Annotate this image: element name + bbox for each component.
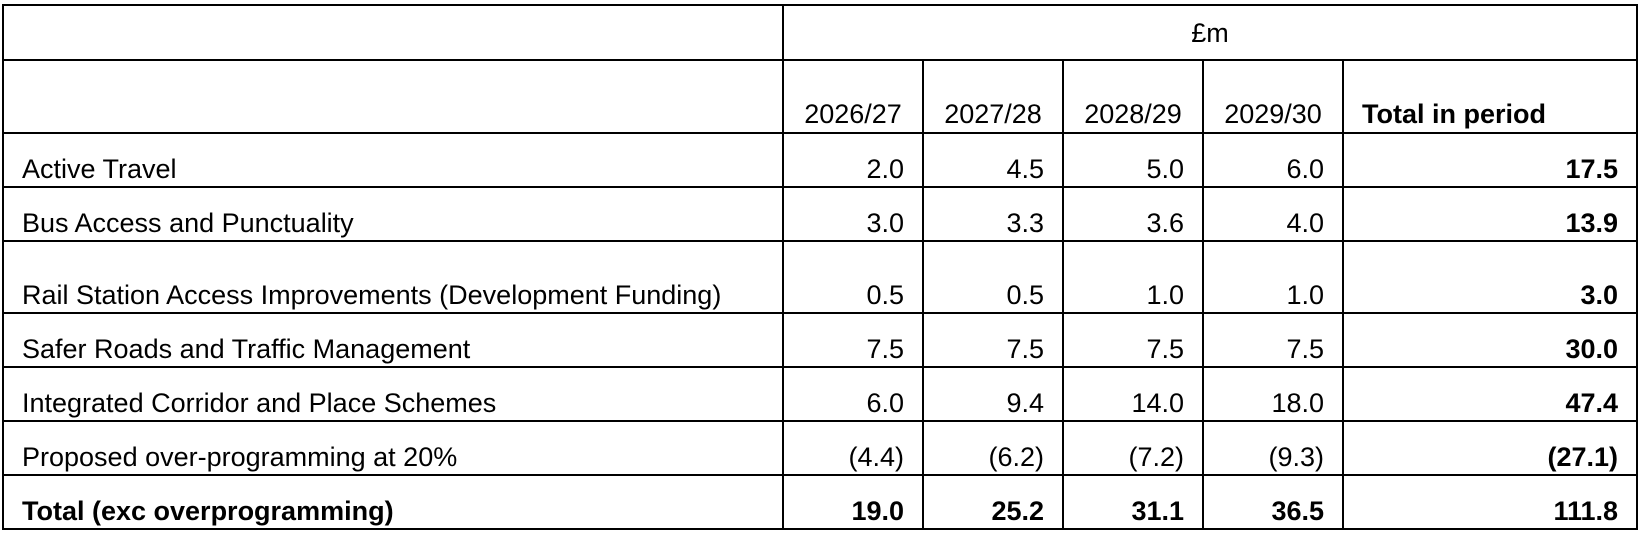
row-label: Active Travel xyxy=(2,132,784,189)
cell-2026-27: 2.0 xyxy=(782,132,924,189)
cell-2028-29: (7.2) xyxy=(1062,419,1204,476)
cell-2026-27: 6.0 xyxy=(782,365,924,422)
unit-header-row: £m xyxy=(2,3,1639,62)
total-row-label: Total (exc overprogramming) xyxy=(2,473,784,531)
cell-2028-29: 3.6 xyxy=(1062,186,1204,243)
table-row: Proposed over-programming at 20% (4.4) (… xyxy=(2,419,1639,476)
row-label: Proposed over-programming at 20% xyxy=(2,419,784,476)
cell-total: 3.0 xyxy=(1341,240,1639,314)
cell-2027-28: (6.2) xyxy=(922,419,1064,476)
budget-table: £m 2026/27 2027/28 2028/29 2029/30 Total… xyxy=(2,3,1639,531)
column-header-2029-30: 2029/30 xyxy=(1202,59,1344,135)
table-row: Active Travel 2.0 4.5 5.0 6.0 17.5 xyxy=(2,132,1639,189)
total-2026-27: 19.0 xyxy=(782,473,924,531)
total-2029-30: 36.5 xyxy=(1202,473,1344,531)
cell-2028-29: 7.5 xyxy=(1062,311,1204,368)
column-header-2026-27: 2026/27 xyxy=(782,59,924,135)
cell-2027-28: 0.5 xyxy=(922,240,1064,314)
cell-2028-29: 14.0 xyxy=(1062,365,1204,422)
grand-total: 111.8 xyxy=(1341,473,1639,531)
cell-total: 13.9 xyxy=(1341,186,1639,243)
row-label: Safer Roads and Traffic Management xyxy=(2,311,784,368)
cell-total: (27.1) xyxy=(1341,419,1639,476)
cell-2029-30: 1.0 xyxy=(1202,240,1344,314)
column-header-row: 2026/27 2027/28 2028/29 2029/30 Total in… xyxy=(2,59,1639,135)
cell-2029-30: 6.0 xyxy=(1202,132,1344,189)
cell-total: 47.4 xyxy=(1341,365,1639,422)
row-label: Integrated Corridor and Place Schemes xyxy=(2,365,784,422)
cell-2028-29: 1.0 xyxy=(1062,240,1204,314)
row-label: Rail Station Access Improvements (Develo… xyxy=(2,240,784,314)
total-2027-28: 25.2 xyxy=(922,473,1064,531)
column-header-2028-29: 2028/29 xyxy=(1062,59,1204,135)
corner-cell xyxy=(2,3,784,62)
cell-total: 30.0 xyxy=(1341,311,1639,368)
table-row: Bus Access and Punctuality 3.0 3.3 3.6 4… xyxy=(2,186,1639,243)
column-header-total: Total in period xyxy=(1341,59,1639,135)
table-row: Rail Station Access Improvements (Develo… xyxy=(2,240,1639,314)
column-header-2027-28: 2027/28 xyxy=(922,59,1064,135)
row-label: Bus Access and Punctuality xyxy=(2,186,784,243)
cell-2027-28: 4.5 xyxy=(922,132,1064,189)
cell-2029-30: 4.0 xyxy=(1202,186,1344,243)
cell-2026-27: 0.5 xyxy=(782,240,924,314)
cell-2029-30: 7.5 xyxy=(1202,311,1344,368)
cell-2028-29: 5.0 xyxy=(1062,132,1204,189)
cell-2029-30: (9.3) xyxy=(1202,419,1344,476)
unit-header: £m xyxy=(781,3,1639,62)
cell-2026-27: 7.5 xyxy=(782,311,924,368)
table-row: Integrated Corridor and Place Schemes 6.… xyxy=(2,365,1639,422)
cell-2027-28: 3.3 xyxy=(922,186,1064,243)
cell-2027-28: 9.4 xyxy=(922,365,1064,422)
cell-2026-27: 3.0 xyxy=(782,186,924,243)
cell-2027-28: 7.5 xyxy=(922,311,1064,368)
total-row: Total (exc overprogramming) 19.0 25.2 31… xyxy=(2,473,1639,531)
cell-2029-30: 18.0 xyxy=(1202,365,1344,422)
table-row: Safer Roads and Traffic Management 7.5 7… xyxy=(2,311,1639,368)
cell-2026-27: (4.4) xyxy=(782,419,924,476)
cell-total: 17.5 xyxy=(1341,132,1639,189)
label-header-cell xyxy=(2,59,784,135)
total-2028-29: 31.1 xyxy=(1062,473,1204,531)
